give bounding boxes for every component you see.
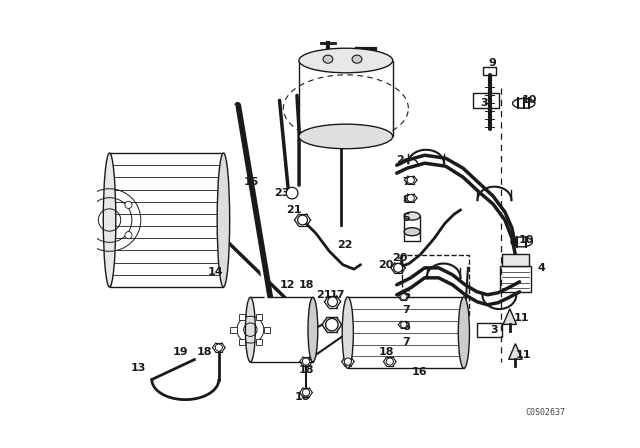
Text: 21: 21 <box>316 290 332 300</box>
Circle shape <box>303 358 310 365</box>
Circle shape <box>407 194 414 202</box>
Text: 16: 16 <box>412 366 428 376</box>
Ellipse shape <box>342 297 353 368</box>
Bar <box>250 297 313 362</box>
Circle shape <box>326 319 338 331</box>
Bar <box>473 93 499 108</box>
Bar <box>230 327 237 333</box>
Text: 9: 9 <box>488 57 496 68</box>
Ellipse shape <box>299 124 393 149</box>
Circle shape <box>328 297 337 307</box>
Bar <box>256 339 262 345</box>
Text: 21: 21 <box>285 205 301 215</box>
Ellipse shape <box>299 48 393 73</box>
Text: 6: 6 <box>402 290 410 300</box>
Text: 7: 7 <box>402 336 410 347</box>
Text: C0S02637: C0S02637 <box>526 409 566 418</box>
Text: 6: 6 <box>402 322 410 332</box>
Bar <box>264 327 271 333</box>
Ellipse shape <box>246 297 255 362</box>
Text: 8: 8 <box>402 195 410 205</box>
Bar <box>502 254 529 266</box>
Bar <box>299 60 393 137</box>
Text: 20: 20 <box>379 260 394 270</box>
Bar <box>500 266 531 293</box>
Text: 20: 20 <box>392 253 408 263</box>
Bar <box>477 323 502 337</box>
Text: 18: 18 <box>295 392 310 402</box>
Bar <box>348 297 464 368</box>
Polygon shape <box>509 344 522 359</box>
Ellipse shape <box>323 55 333 63</box>
Circle shape <box>344 358 351 365</box>
Text: 22: 22 <box>337 240 352 250</box>
Text: 17: 17 <box>330 290 345 300</box>
Ellipse shape <box>458 297 470 368</box>
Text: 14: 14 <box>207 267 223 277</box>
Ellipse shape <box>404 212 420 220</box>
Polygon shape <box>503 309 516 324</box>
Ellipse shape <box>217 153 230 287</box>
Bar <box>109 153 223 287</box>
Circle shape <box>401 322 407 328</box>
Text: 2: 2 <box>396 155 404 165</box>
Text: 13: 13 <box>131 362 147 373</box>
Circle shape <box>401 293 407 300</box>
Text: 11: 11 <box>513 313 529 323</box>
Circle shape <box>215 344 222 351</box>
Text: 4: 4 <box>537 263 545 273</box>
Ellipse shape <box>513 99 535 108</box>
Text: 5: 5 <box>402 213 410 223</box>
Circle shape <box>386 358 394 365</box>
Text: 10: 10 <box>519 235 534 245</box>
Text: 15: 15 <box>244 177 259 187</box>
Text: 19: 19 <box>173 347 188 357</box>
Text: 18: 18 <box>298 280 314 290</box>
Text: 1: 1 <box>396 257 404 267</box>
Circle shape <box>286 187 298 199</box>
Circle shape <box>303 389 310 396</box>
Text: 7: 7 <box>402 305 410 315</box>
Text: 18: 18 <box>378 347 394 357</box>
Bar <box>239 314 245 320</box>
Circle shape <box>407 177 414 184</box>
Text: 7: 7 <box>402 177 410 187</box>
Ellipse shape <box>511 237 532 247</box>
Bar <box>404 216 420 241</box>
Circle shape <box>87 201 94 208</box>
Bar <box>402 255 468 314</box>
Text: 18: 18 <box>197 347 212 357</box>
Circle shape <box>298 215 307 225</box>
Text: 11: 11 <box>516 349 531 360</box>
Ellipse shape <box>103 153 116 287</box>
Circle shape <box>125 232 132 239</box>
Circle shape <box>125 201 132 208</box>
Ellipse shape <box>308 297 318 362</box>
Text: 10: 10 <box>522 95 537 105</box>
Text: 3: 3 <box>480 99 488 108</box>
Ellipse shape <box>404 228 420 236</box>
Circle shape <box>87 232 94 239</box>
Text: 3: 3 <box>491 325 499 335</box>
Text: 12: 12 <box>280 280 295 290</box>
Text: 18: 18 <box>298 365 314 375</box>
Text: 23: 23 <box>274 188 289 198</box>
Bar <box>256 314 262 320</box>
Bar <box>483 67 496 75</box>
Circle shape <box>394 263 403 272</box>
Ellipse shape <box>352 55 362 63</box>
Bar <box>239 339 245 345</box>
